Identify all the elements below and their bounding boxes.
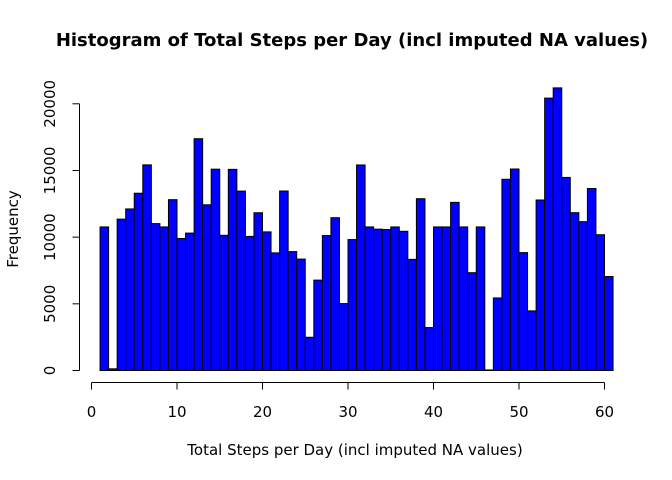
histogram-bar [253, 212, 263, 371]
y-tick-label: 5000 [41, 285, 59, 323]
y-axis-label: Frequency [4, 190, 22, 268]
histogram-bar [99, 226, 110, 371]
histogram-bar [578, 221, 588, 371]
histogram-bar [501, 178, 511, 371]
histogram-bar [604, 276, 614, 372]
histogram-bar [185, 232, 195, 371]
histogram-bar [373, 228, 383, 371]
histogram-bar [210, 168, 221, 371]
histogram-bar [527, 310, 537, 371]
histogram-bar [492, 297, 503, 372]
x-axis-label: Total Steps per Day (incl imputed NA val… [186, 441, 522, 459]
y-tick-label: 10000 [41, 213, 59, 261]
histogram-bar [544, 97, 554, 371]
histogram-bar [475, 226, 486, 371]
histogram-bar [159, 226, 169, 371]
histogram-bar [287, 251, 298, 372]
histogram-bar [150, 223, 161, 371]
histogram-bar [467, 272, 477, 371]
x-tick-label: 50 [509, 403, 528, 421]
histogram-bar [338, 303, 349, 371]
histogram-bar [569, 212, 580, 371]
y-tick-label: 15000 [41, 147, 59, 195]
histogram-bar [364, 226, 375, 371]
histogram-bar [142, 164, 152, 371]
histogram-bar [108, 368, 118, 372]
histogram-bar [244, 235, 255, 371]
chart-title: Histogram of Total Steps per Day (incl i… [56, 30, 648, 51]
histogram-bar [535, 199, 546, 371]
histogram-bar [304, 336, 315, 371]
histogram-bar [279, 190, 289, 371]
histogram-bar [595, 234, 606, 371]
histogram-bar [219, 234, 229, 371]
x-tick-label: 0 [87, 403, 97, 421]
histogram-bar [509, 168, 520, 371]
histogram-bar [381, 229, 392, 371]
x-axis: 0 10 20 30 40 50 60 [87, 382, 614, 421]
histogram-bar [167, 199, 178, 371]
histogram-bar [296, 258, 306, 372]
histogram-bar [441, 226, 452, 371]
x-tick-label: 10 [167, 403, 186, 421]
histogram-bar [407, 258, 417, 372]
histogram-bar [433, 226, 443, 371]
histogram-bar [227, 168, 238, 371]
histogram-bar [398, 230, 409, 371]
x-tick-label: 30 [338, 403, 357, 421]
y-axis: 0 5000 10000 15000 20000 [41, 80, 80, 375]
histogram-bar [552, 87, 563, 371]
histogram-bar [347, 239, 358, 371]
histogram-bar [202, 204, 212, 371]
x-tick-label: 40 [424, 403, 443, 421]
histogram-bar [586, 188, 597, 371]
histogram-bar [424, 327, 435, 372]
histogram-bar [176, 237, 187, 371]
histogram-bar [484, 369, 494, 372]
histogram-bar [313, 279, 323, 371]
histogram-bar [116, 218, 127, 371]
y-tick-label: 0 [41, 366, 59, 376]
histogram-bar [458, 226, 469, 371]
histogram-bar [390, 226, 400, 371]
histogram-bar [262, 231, 272, 371]
histogram-bar [450, 201, 460, 371]
histogram-bar [321, 235, 332, 371]
histogram-bar [270, 252, 281, 371]
histogram-bar [415, 198, 426, 371]
histogram-bar [356, 164, 366, 371]
histogram-bar [193, 138, 204, 371]
histogram-bar [330, 217, 340, 371]
histogram-bar [125, 208, 135, 371]
histogram-bar [561, 176, 571, 371]
histogram-bar [518, 252, 529, 372]
histogram-bar [236, 190, 246, 371]
x-tick-label: 20 [253, 403, 272, 421]
x-tick-label: 60 [595, 403, 614, 421]
y-tick-label: 20000 [41, 80, 59, 128]
bars-group [99, 87, 614, 372]
histogram-bar [133, 192, 144, 371]
